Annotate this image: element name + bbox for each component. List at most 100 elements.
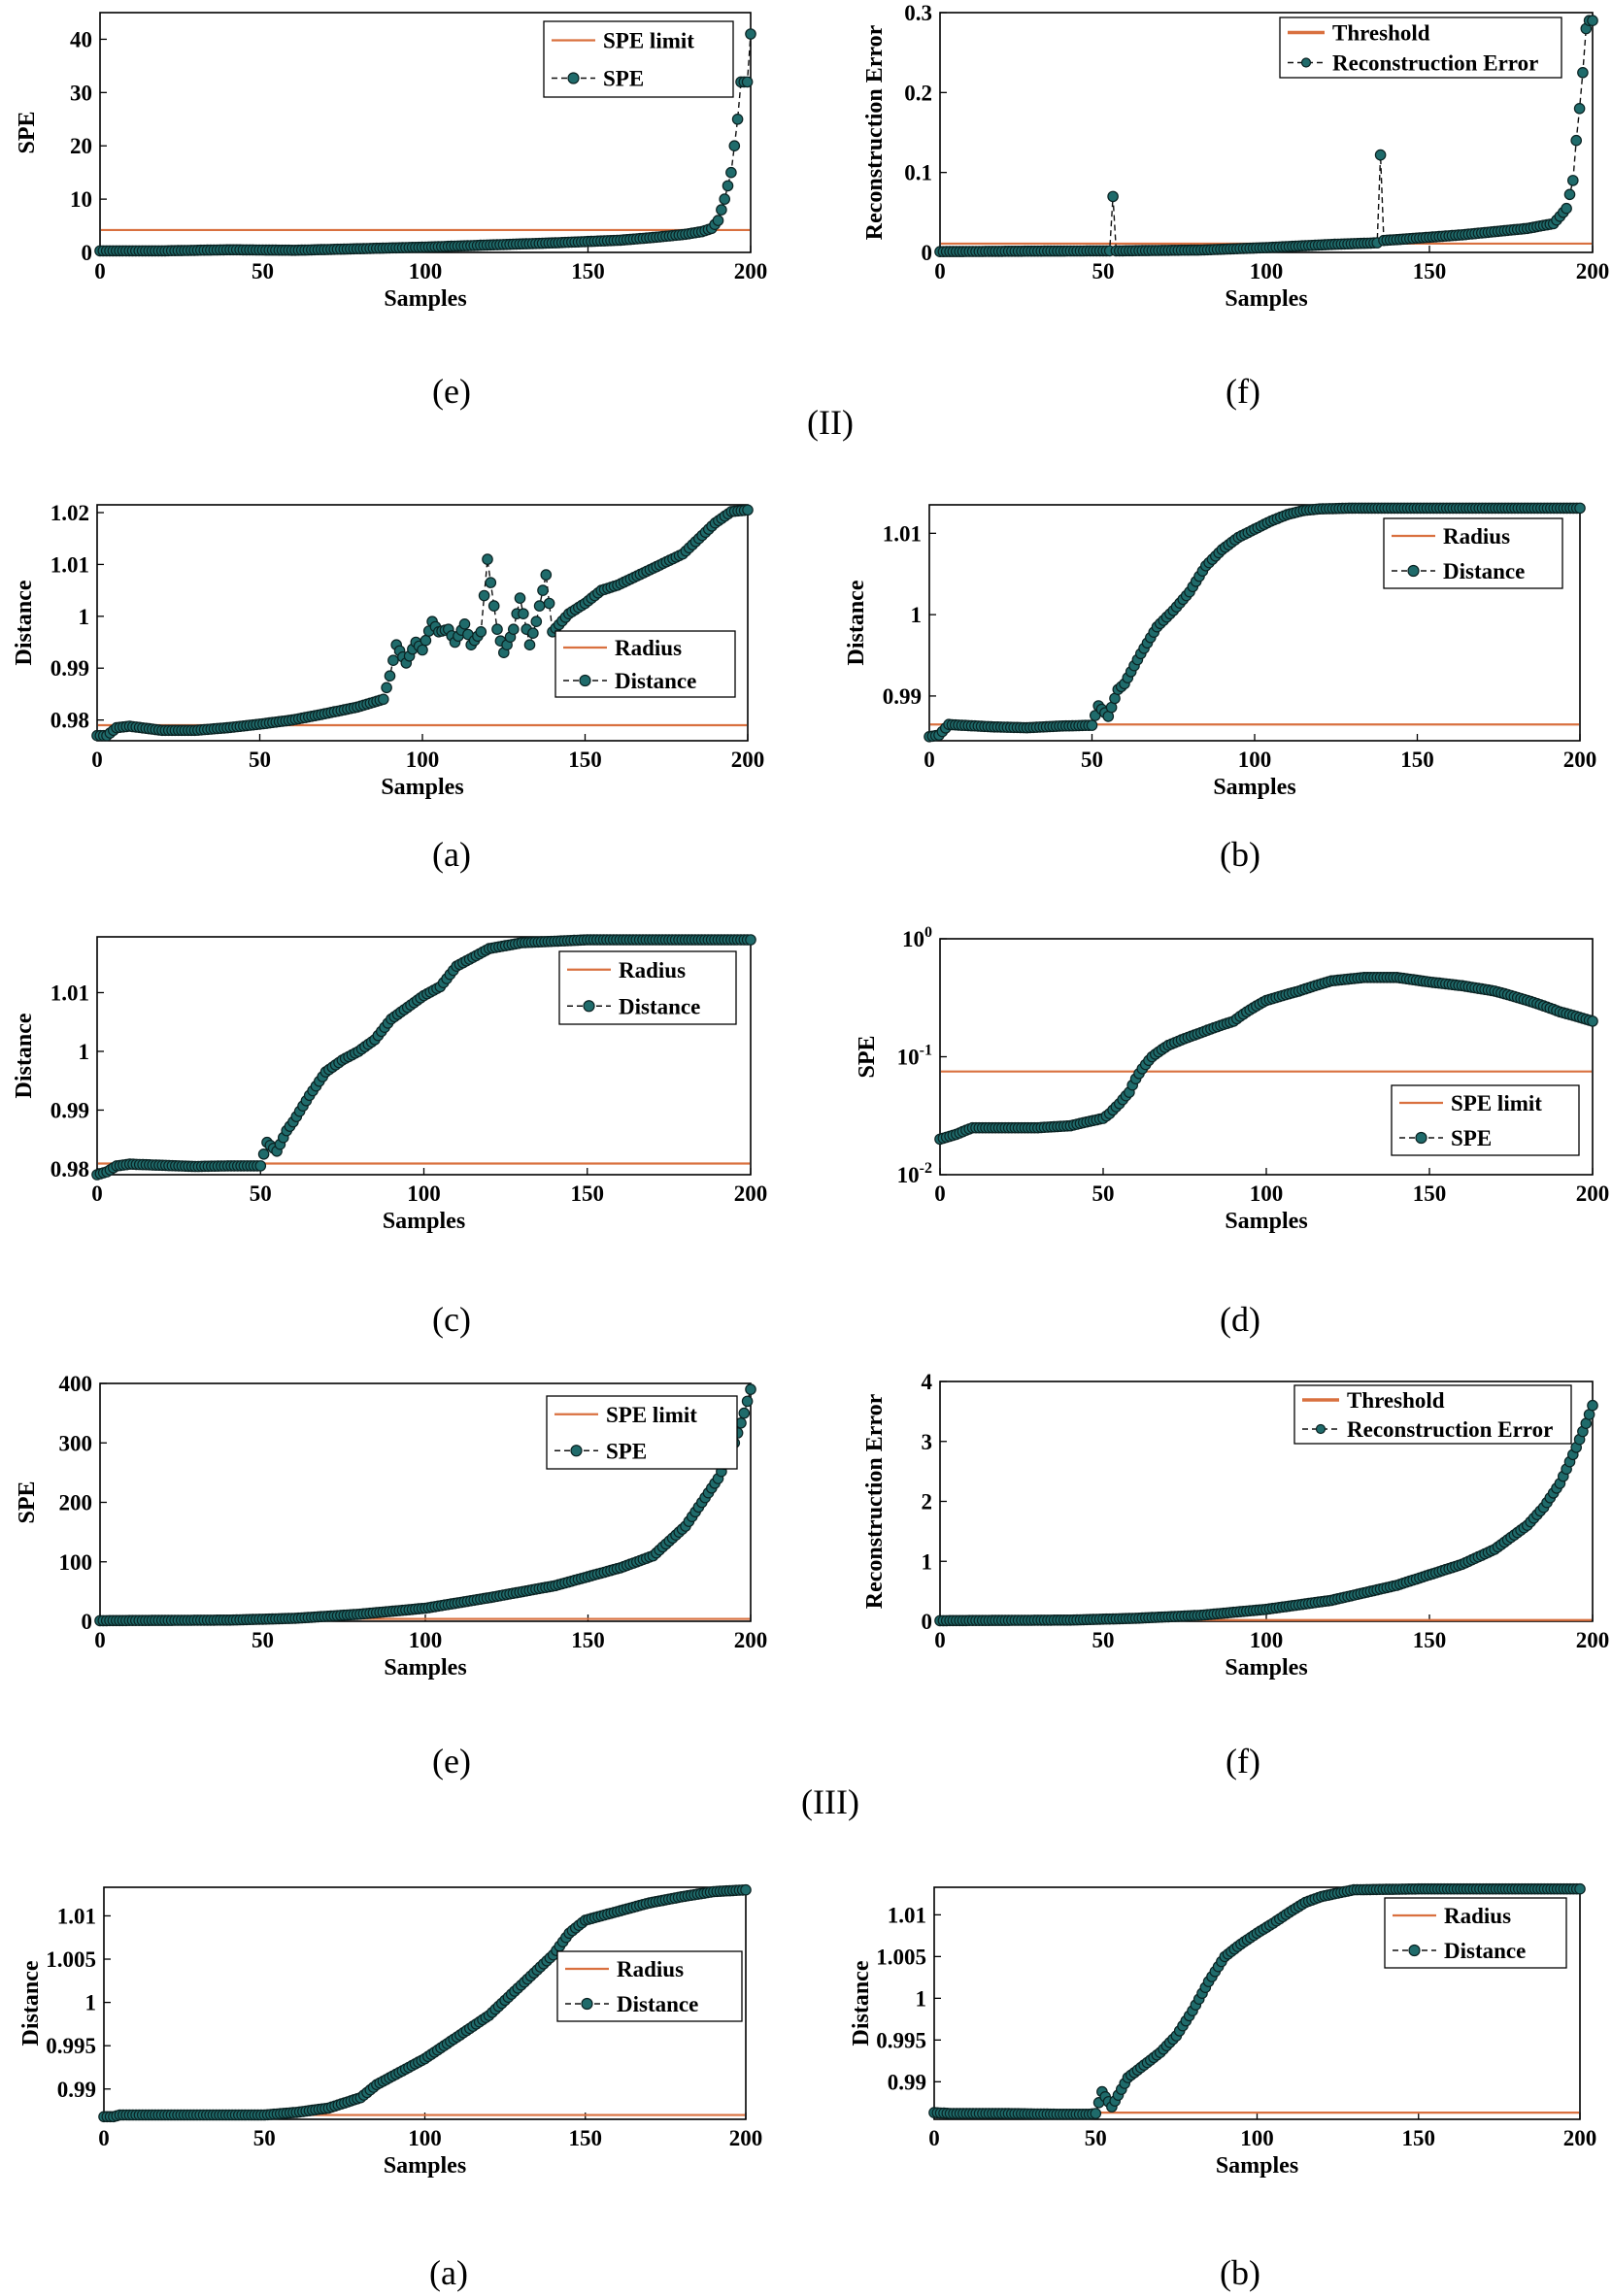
legend-label: Distance [617, 1992, 698, 2016]
y-axis-label: SPE [15, 1481, 40, 1523]
x-tick-label: 0 [91, 748, 103, 772]
x-tick-label: 100 [406, 748, 440, 772]
legend-marker [583, 1000, 595, 1013]
y-tick-label: 100 [902, 924, 932, 951]
legend-label: SPE [1451, 1126, 1492, 1150]
legend-label: Radius [615, 636, 682, 660]
y-axis-label: Distance [18, 1960, 44, 2046]
y-tick-label: 0.99 [50, 1098, 89, 1122]
caption-e2: (e) [432, 1742, 471, 1780]
data-point [1574, 502, 1586, 515]
data-point [1563, 188, 1576, 201]
legend-marker [1408, 1944, 1421, 1957]
chart-IId: 0 50 100 150 200 10-2 10-1 100 Samples SPE SPE lim… [855, 924, 1609, 1234]
chart-IIa: 0 50 100 150 200 0.98 0.99 1 1.01 1.02 Samples Dist… [12, 501, 764, 800]
x-tick-label: 50 [1092, 259, 1115, 283]
x-tick-label: 150 [571, 1181, 605, 1206]
y-tick-label: 200 [59, 1491, 93, 1515]
y-tick-label: 1.01 [883, 521, 922, 546]
y-tick-label: 0.99 [883, 684, 922, 709]
x-tick-label: 200 [729, 2126, 763, 2150]
x-axis-label: Samples [384, 2153, 466, 2179]
x-tick-label: 200 [1563, 2126, 1597, 2150]
data-point [417, 644, 428, 656]
x-tick-label: 0 [924, 748, 935, 772]
data-point [254, 1160, 267, 1172]
x-tick-label: 200 [734, 259, 768, 283]
caption-d1: (d) [1220, 1300, 1260, 1339]
y-axis-label: SPE [15, 111, 40, 153]
y-tick-label: 100 [59, 1550, 93, 1575]
legend-label: Reconstruction Error [1332, 51, 1538, 76]
y-tick-label: 0 [922, 1610, 933, 1634]
data-point [728, 140, 741, 151]
x-axis-label: Samples [1225, 286, 1307, 312]
legend-label: Radius [1443, 524, 1510, 549]
x-tick-label: 150 [1413, 1628, 1447, 1652]
y-tick-label: 1 [922, 1549, 933, 1574]
legend-label: Radius [617, 1957, 684, 1981]
x-tick-label: 50 [1081, 748, 1103, 772]
caption-c1: (c) [432, 1300, 471, 1339]
data-point [507, 623, 520, 635]
legend-label: Distance [1444, 1939, 1526, 1963]
legend-label: Threshold [1332, 21, 1430, 46]
y-tick-label: 1.005 [46, 1947, 96, 1972]
y-tick-label: 0.2 [904, 81, 932, 105]
data-point [745, 934, 756, 946]
legend-box [558, 950, 737, 1025]
y-tick-label: 0.99 [50, 656, 89, 681]
data-point [530, 616, 543, 627]
series-line [97, 509, 749, 737]
x-axis-label: Samples [1225, 1655, 1307, 1680]
x-tick-label: 50 [252, 259, 274, 283]
data-point [478, 589, 490, 602]
data-point [1587, 1399, 1598, 1412]
y-tick-label: 0.3 [904, 1, 932, 25]
data-point [722, 180, 734, 192]
data-point [518, 608, 529, 619]
x-axis-label: Samples [384, 1655, 466, 1680]
x-tick-label: 150 [571, 259, 605, 283]
chart-III-f: 0 50 100 150 200 0 1 2 3 4 Samples Reconstruction E… [862, 1370, 1609, 1680]
data-point [1086, 719, 1098, 731]
x-tick-label: 100 [409, 1628, 443, 1652]
legend-label: Distance [1443, 559, 1525, 583]
legend-marker [1300, 57, 1312, 68]
y-tick-label: 10 [70, 187, 92, 212]
x-tick-label: 200 [731, 748, 765, 772]
y-axis-label: Distance [849, 1960, 874, 2046]
y-tick-label: 40 [70, 27, 92, 51]
x-tick-label: 100 [408, 2126, 442, 2150]
legend-label: Distance [619, 994, 700, 1018]
caption-b2: (b) [1220, 2253, 1260, 2292]
y-tick-label: 400 [59, 1372, 93, 1396]
y-tick-label: 0.98 [50, 709, 89, 733]
chart-II-e: 0 50 100 150 200 0 10 20 30 40 Samples SPE SPE limit… [15, 12, 768, 312]
x-axis-label: Samples [381, 775, 463, 800]
y-tick-label: 0 [82, 241, 93, 265]
y-tick-label: 1.01 [50, 552, 89, 577]
data-point [384, 670, 396, 682]
x-tick-label: 0 [934, 1181, 946, 1206]
x-tick-label: 150 [1400, 748, 1434, 772]
data-point [487, 600, 500, 612]
data-point [1567, 175, 1579, 186]
y-axis-label: SPE [855, 1035, 880, 1078]
legend-label: SPE limit [606, 1403, 697, 1427]
x-tick-label: 0 [94, 1628, 106, 1652]
x-tick-label: 0 [934, 1628, 946, 1652]
x-tick-label: 200 [1576, 1628, 1610, 1652]
data-point [377, 693, 389, 706]
y-tick-label: 0.1 [904, 161, 932, 185]
y-axis-label: Distance [12, 580, 37, 665]
y-tick-label: 10-2 [897, 1160, 932, 1187]
x-tick-label: 0 [934, 259, 946, 283]
data-point [485, 577, 497, 588]
data-point [1587, 15, 1598, 26]
x-tick-label: 150 [1402, 2126, 1436, 2150]
data-point [1107, 190, 1119, 203]
caption-II: (II) [807, 403, 854, 442]
x-tick-label: 50 [1092, 1628, 1115, 1652]
y-tick-label: 3 [922, 1430, 933, 1454]
